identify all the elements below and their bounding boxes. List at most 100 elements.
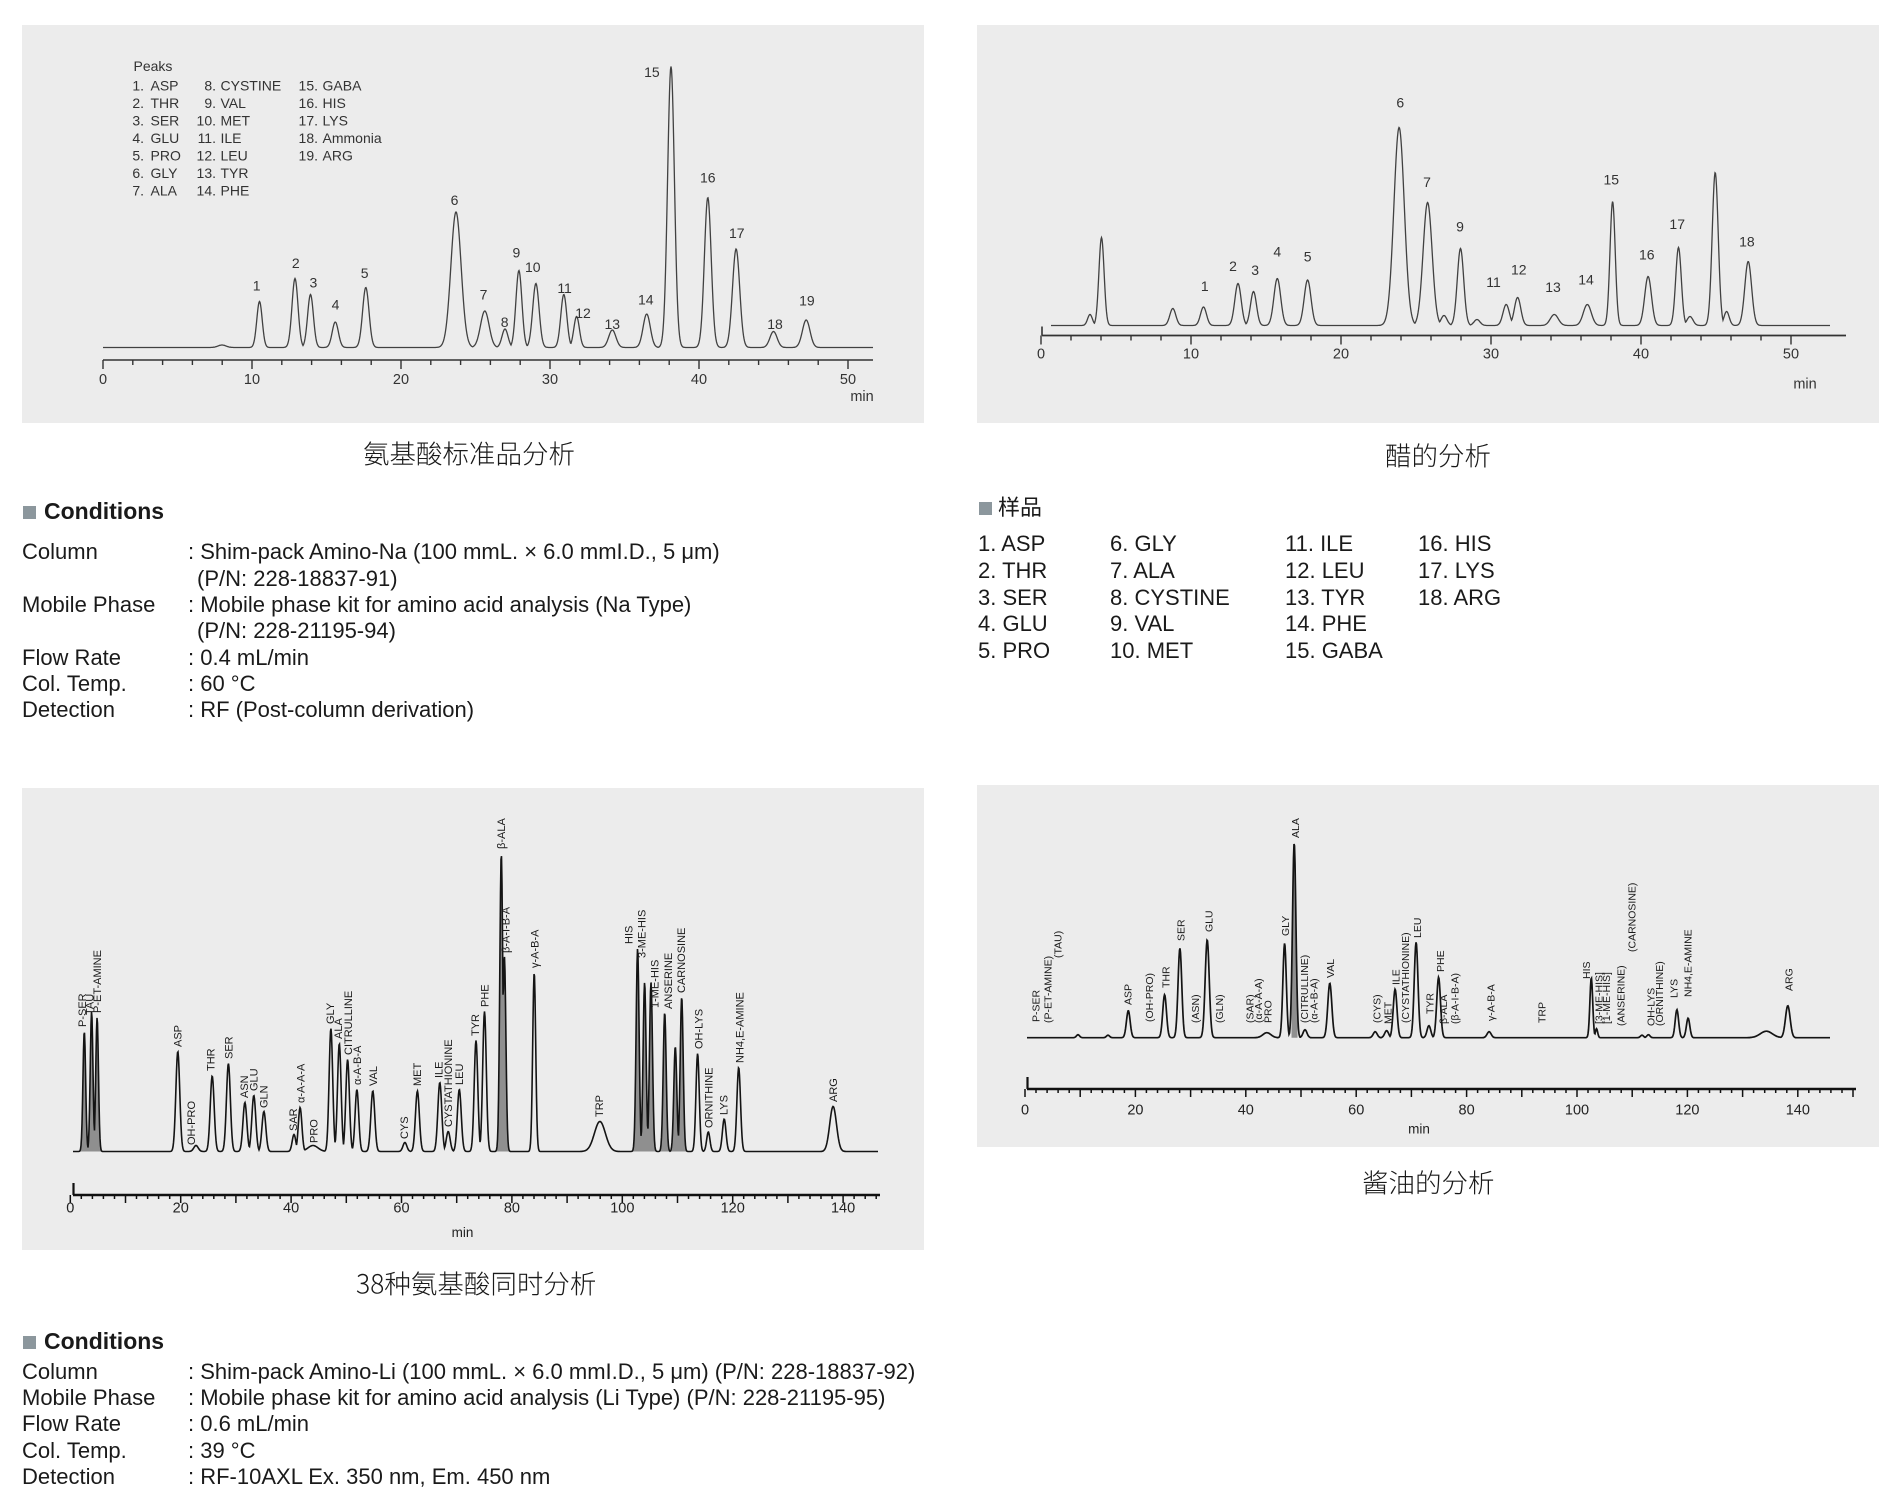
svg-text:α-A-A-A: α-A-A-A — [296, 1063, 308, 1103]
svg-text:GLN: GLN — [258, 1085, 270, 1108]
svg-text:20: 20 — [173, 1201, 189, 1217]
svg-text:ORNITHINE: ORNITHINE — [704, 1068, 716, 1129]
svg-text:GLU: GLU — [1204, 910, 1216, 932]
svg-text:11: 11 — [1486, 274, 1501, 290]
svg-text:(P-ET-AMINE): (P-ET-AMINE) — [1043, 956, 1055, 1023]
svg-text:GLY: GLY — [325, 1002, 337, 1024]
svg-text:13: 13 — [605, 316, 621, 332]
svg-text:12.: 12. — [197, 147, 216, 163]
svg-text:PRO: PRO — [1263, 1000, 1275, 1023]
svg-text:[1-ME-HIS]: [1-ME-HIS] — [1601, 972, 1613, 1024]
svg-text:MET: MET — [1382, 1001, 1394, 1024]
svg-text:50: 50 — [1783, 347, 1799, 363]
svg-text:120: 120 — [721, 1201, 745, 1217]
svg-text:(TAU): (TAU) — [1053, 931, 1065, 958]
svg-text:18: 18 — [767, 316, 783, 332]
svg-text:LYS: LYS — [1669, 979, 1681, 998]
svg-text:12: 12 — [1511, 262, 1527, 278]
svg-text:1.: 1. — [132, 77, 144, 93]
svg-text:18.: 18. — [299, 130, 318, 146]
svg-text:GABA: GABA — [323, 77, 363, 93]
svg-text:15.: 15. — [299, 77, 318, 93]
svg-text:30: 30 — [542, 372, 558, 388]
svg-text:0: 0 — [1021, 1103, 1029, 1119]
svg-text:7.: 7. — [132, 182, 144, 198]
svg-text:ASP: ASP — [151, 77, 179, 93]
svg-text:SAR: SAR — [288, 1108, 300, 1131]
svg-text:NH4,E-AMINE: NH4,E-AMINE — [1683, 929, 1695, 997]
svg-text:GLU: GLU — [248, 1068, 260, 1091]
svg-text:50: 50 — [840, 372, 856, 388]
svg-text:min: min — [452, 1225, 474, 1240]
svg-text:9: 9 — [1456, 218, 1464, 234]
svg-text:120: 120 — [1675, 1103, 1699, 1119]
svg-text:4: 4 — [332, 297, 340, 313]
svg-text:17.: 17. — [299, 112, 318, 128]
svg-text:min: min — [1408, 1122, 1430, 1137]
svg-text:60: 60 — [1348, 1103, 1364, 1119]
svg-text:140: 140 — [831, 1201, 855, 1217]
svg-text:ANSERINE: ANSERINE — [663, 953, 675, 1009]
svg-text:10.: 10. — [197, 112, 216, 128]
svg-text:SER: SER — [1176, 919, 1188, 941]
svg-text:ILE: ILE — [1390, 969, 1402, 985]
svg-text:3-ME-HIS: 3-ME-HIS — [637, 910, 649, 958]
svg-text:PRO: PRO — [308, 1119, 320, 1143]
svg-text:2.: 2. — [132, 95, 144, 111]
svg-text:LEU: LEU — [454, 1064, 466, 1085]
svg-text:β-A-I-B-A: β-A-I-B-A — [500, 906, 512, 953]
svg-text:Ammonia: Ammonia — [323, 130, 382, 146]
svg-text:ASP: ASP — [1123, 984, 1135, 1005]
svg-text:(CITRULLINE): (CITRULLINE) — [1299, 955, 1311, 1023]
svg-text:9: 9 — [513, 245, 521, 261]
svg-text:ALA: ALA — [1290, 818, 1302, 838]
svg-text:40: 40 — [1238, 1103, 1254, 1119]
svg-text:min: min — [850, 389, 873, 405]
svg-text:LEU: LEU — [1412, 918, 1424, 938]
svg-text:VAL: VAL — [1325, 959, 1337, 978]
svg-text:15: 15 — [644, 64, 660, 80]
svg-text:40: 40 — [1633, 347, 1649, 363]
svg-text:4.: 4. — [132, 130, 144, 146]
svg-text:TAU: TAU — [84, 994, 96, 1015]
svg-text:2: 2 — [292, 255, 300, 271]
svg-text:1: 1 — [253, 277, 261, 293]
svg-text:5: 5 — [361, 265, 369, 281]
svg-text:P-SER: P-SER — [1031, 989, 1043, 1022]
svg-text:TYR: TYR — [470, 1014, 482, 1036]
svg-text:GLU: GLU — [151, 130, 180, 146]
svg-text:THR: THR — [205, 1048, 217, 1071]
svg-text:(α-A-A-A): (α-A-A-A) — [1253, 978, 1265, 1023]
svg-text:[3-ME-HIS]: [3-ME-HIS] — [1593, 972, 1605, 1024]
svg-text:0: 0 — [66, 1201, 74, 1217]
svg-text:PHE: PHE — [1435, 950, 1447, 972]
svg-text:GLY: GLY — [151, 165, 179, 181]
svg-text:GLY: GLY — [1280, 916, 1292, 936]
svg-text:VAL: VAL — [221, 95, 247, 111]
svg-text:1: 1 — [1201, 278, 1209, 294]
svg-text:80: 80 — [1459, 1103, 1475, 1119]
svg-text:80: 80 — [504, 1201, 520, 1217]
svg-text:HIS: HIS — [624, 926, 636, 944]
svg-text:3: 3 — [310, 275, 318, 291]
svg-text:19.: 19. — [299, 147, 318, 163]
svg-text:(ANSERINE): (ANSERINE) — [1616, 965, 1628, 1026]
svg-text:γ-A-B-A: γ-A-B-A — [530, 929, 542, 968]
svg-text:(GLN): (GLN) — [1214, 994, 1226, 1023]
svg-text:15: 15 — [1604, 172, 1620, 188]
svg-text:γ-A-B-A: γ-A-B-A — [1485, 984, 1497, 1021]
svg-text:16.: 16. — [299, 95, 318, 111]
svg-text:1-ME-HIS: 1-ME-HIS — [650, 960, 662, 1008]
svg-text:min: min — [1793, 377, 1816, 393]
svg-text:(CYSTATHIONINE): (CYSTATHIONINE) — [1400, 932, 1412, 1023]
svg-text:14.: 14. — [197, 182, 216, 198]
svg-text:CARNOSINE: CARNOSINE — [676, 928, 688, 993]
svg-text:10: 10 — [244, 372, 260, 388]
svg-text:2: 2 — [1229, 258, 1237, 274]
svg-text:(α-A-B-A): (α-A-B-A) — [1309, 978, 1321, 1023]
svg-text:5.: 5. — [132, 147, 144, 163]
svg-text:12: 12 — [575, 305, 591, 321]
svg-text:(SAR): (SAR) — [1245, 994, 1257, 1023]
svg-text:10: 10 — [525, 259, 541, 275]
svg-text:7: 7 — [1423, 174, 1431, 190]
